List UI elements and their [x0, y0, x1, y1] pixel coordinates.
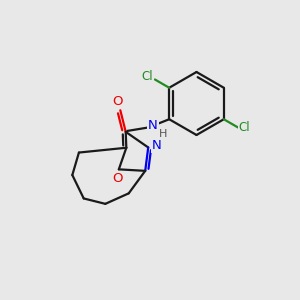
Text: N: N — [148, 119, 158, 132]
Text: H: H — [159, 129, 167, 139]
Text: Cl: Cl — [239, 121, 250, 134]
Text: O: O — [113, 95, 123, 108]
Text: O: O — [112, 172, 123, 185]
Text: N: N — [152, 139, 161, 152]
Text: Cl: Cl — [142, 70, 153, 83]
